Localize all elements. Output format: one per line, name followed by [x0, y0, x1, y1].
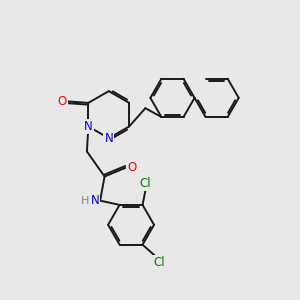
Text: N: N	[91, 194, 99, 207]
Text: O: O	[58, 95, 67, 108]
Text: N: N	[84, 120, 93, 133]
Text: H: H	[81, 196, 90, 206]
Text: Cl: Cl	[154, 256, 165, 269]
Text: N: N	[104, 132, 113, 145]
Text: Cl: Cl	[140, 177, 151, 190]
Text: O: O	[127, 161, 136, 174]
